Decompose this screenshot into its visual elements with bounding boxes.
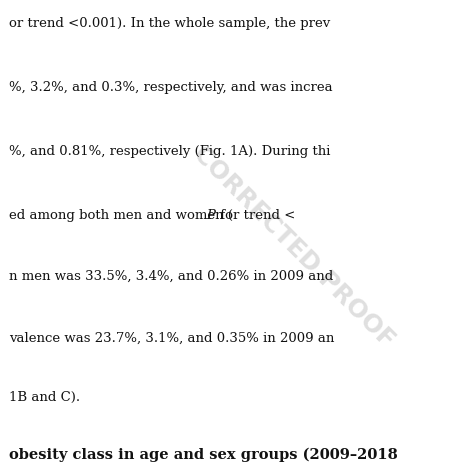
- Text: CORRECTED PROOF: CORRECTED PROOF: [189, 141, 399, 352]
- Text: valence was 23.7%, 3.1%, and 0.35% in 2009 an: valence was 23.7%, 3.1%, and 0.35% in 20…: [9, 332, 335, 345]
- Text: 1B and C).: 1B and C).: [9, 391, 81, 404]
- Text: ed among both men and women (: ed among both men and women (: [9, 209, 234, 221]
- Text: obesity class in age and sex groups (2009–2018: obesity class in age and sex groups (200…: [9, 448, 398, 462]
- Text: or trend <0.001). In the whole sample, the prev: or trend <0.001). In the whole sample, t…: [9, 17, 331, 29]
- Text: P: P: [206, 209, 215, 221]
- Text: %, and 0.81%, respectively (Fig. 1A). During thi: %, and 0.81%, respectively (Fig. 1A). Du…: [9, 145, 331, 157]
- Text: %, 3.2%, and 0.3%, respectively, and was increa: %, 3.2%, and 0.3%, respectively, and was…: [9, 81, 333, 93]
- Text: for trend <: for trend <: [216, 209, 295, 221]
- Text: n men was 33.5%, 3.4%, and 0.26% in 2009 and: n men was 33.5%, 3.4%, and 0.26% in 2009…: [9, 270, 334, 283]
